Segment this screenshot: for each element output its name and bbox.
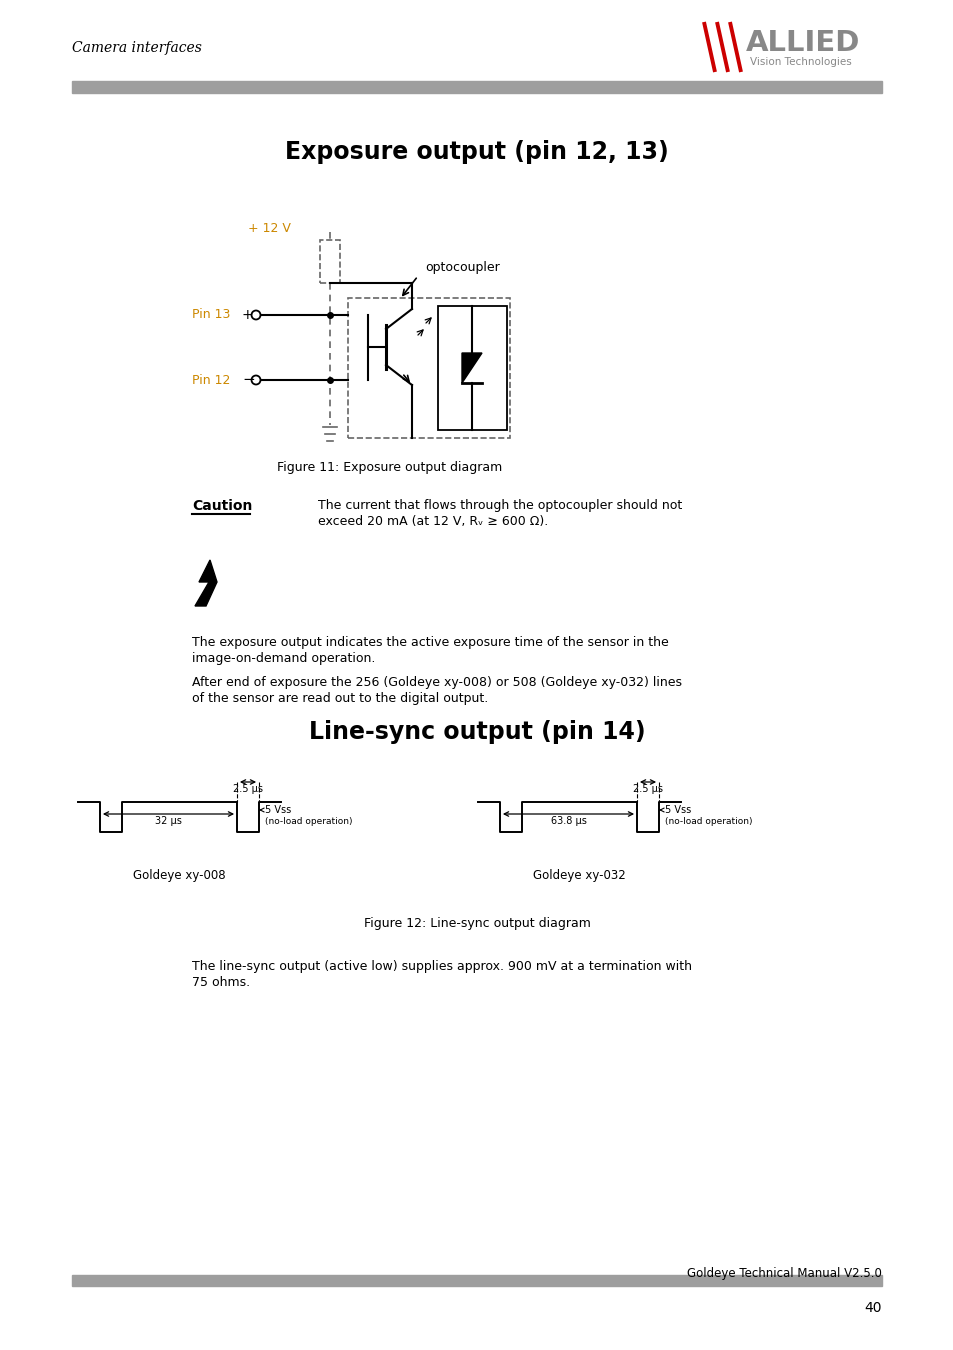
Text: optocoupler: optocoupler bbox=[424, 262, 499, 274]
Text: Pin 12: Pin 12 bbox=[192, 374, 230, 386]
Text: −: − bbox=[242, 373, 254, 387]
Text: 2.5 µs: 2.5 µs bbox=[633, 784, 662, 794]
Text: Caution: Caution bbox=[192, 500, 253, 513]
Text: Goldeye Technical Manual V2.5.0: Goldeye Technical Manual V2.5.0 bbox=[686, 1266, 882, 1280]
Text: Vision Technologies: Vision Technologies bbox=[749, 57, 851, 68]
Text: image-on-demand operation.: image-on-demand operation. bbox=[192, 652, 375, 666]
Text: Line-sync output (pin 14): Line-sync output (pin 14) bbox=[309, 720, 644, 744]
Bar bbox=[319, 240, 339, 284]
Bar bbox=[71, 81, 882, 93]
Polygon shape bbox=[194, 560, 216, 606]
Bar bbox=[348, 298, 510, 437]
Text: (no-load operation): (no-load operation) bbox=[664, 818, 752, 826]
Text: ALLIED: ALLIED bbox=[745, 28, 860, 57]
Text: 63.8 µs: 63.8 µs bbox=[550, 815, 586, 826]
Text: Goldeye xy-032: Goldeye xy-032 bbox=[533, 869, 625, 883]
Text: 5 Vss: 5 Vss bbox=[265, 805, 291, 815]
Text: +: + bbox=[242, 308, 253, 323]
Text: The exposure output indicates the active exposure time of the sensor in the: The exposure output indicates the active… bbox=[192, 636, 668, 649]
Text: Pin 13: Pin 13 bbox=[192, 309, 230, 321]
Text: Figure 11: Exposure output diagram: Figure 11: Exposure output diagram bbox=[277, 462, 502, 474]
Text: Camera interfaces: Camera interfaces bbox=[71, 40, 202, 55]
Text: of the sensor are read out to the digital output.: of the sensor are read out to the digita… bbox=[192, 693, 488, 705]
Text: 40: 40 bbox=[863, 1301, 882, 1315]
Text: 5 Vss: 5 Vss bbox=[664, 805, 691, 815]
Text: + 12 V: + 12 V bbox=[248, 221, 291, 235]
Text: The current that flows through the optocoupler should not: The current that flows through the optoc… bbox=[317, 500, 681, 513]
Polygon shape bbox=[461, 352, 481, 383]
Text: Goldeye xy-008: Goldeye xy-008 bbox=[133, 869, 226, 883]
Text: 75 ohms.: 75 ohms. bbox=[192, 976, 250, 990]
Text: (no-load operation): (no-load operation) bbox=[265, 818, 352, 826]
Bar bbox=[437, 306, 506, 431]
Text: Exposure output (pin 12, 13): Exposure output (pin 12, 13) bbox=[285, 140, 668, 163]
Bar bbox=[71, 1274, 882, 1287]
Text: 32 µs: 32 µs bbox=[155, 815, 182, 826]
Text: 2.5 µs: 2.5 µs bbox=[233, 784, 263, 794]
Text: The line-sync output (active low) supplies approx. 900 mV at a termination with: The line-sync output (active low) suppli… bbox=[192, 960, 691, 973]
Text: exceed 20 mA (at 12 V, Rᵥ ≥ 600 Ω).: exceed 20 mA (at 12 V, Rᵥ ≥ 600 Ω). bbox=[317, 516, 548, 528]
Text: Figure 12: Line-sync output diagram: Figure 12: Line-sync output diagram bbox=[363, 918, 590, 930]
Text: After end of exposure the 256 (Goldeye xy-008) or 508 (Goldeye xy-032) lines: After end of exposure the 256 (Goldeye x… bbox=[192, 676, 681, 688]
